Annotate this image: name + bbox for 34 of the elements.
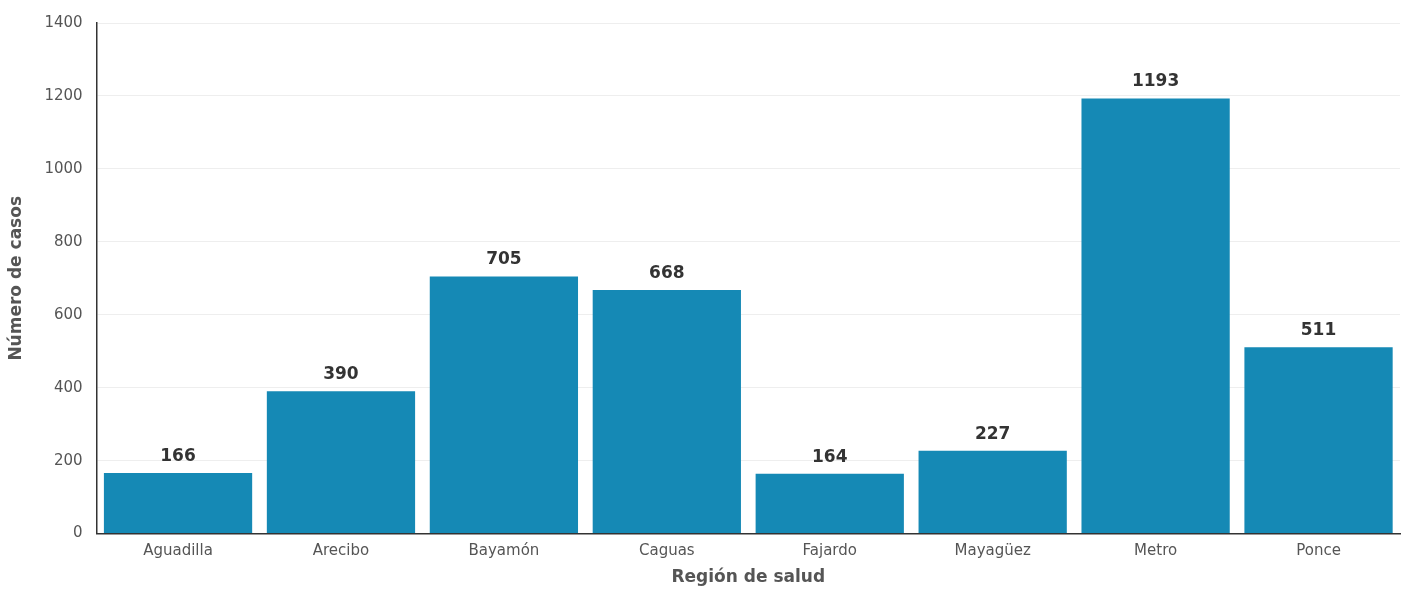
data-label: 390 <box>323 363 359 384</box>
y-tick-label: 200 <box>53 450 83 469</box>
x-tick-label: Bayamón <box>468 541 540 560</box>
x-tick-label: Arecibo <box>312 541 370 560</box>
data-label: 705 <box>486 248 522 269</box>
bar <box>1081 98 1230 534</box>
bar <box>592 289 741 534</box>
data-label: 227 <box>974 422 1011 443</box>
bar <box>266 391 416 534</box>
y-tick-label: 1000 <box>44 158 83 177</box>
x-axis-title: Región de salud <box>671 566 826 587</box>
data-label: 1193 <box>1131 70 1180 91</box>
x-tick-label: Metro <box>1134 541 1178 560</box>
bar <box>1244 347 1393 534</box>
x-tick-label: Ponce <box>1296 541 1341 560</box>
bar <box>918 450 1067 534</box>
y-tick-label: 600 <box>53 304 83 323</box>
data-label: 668 <box>649 261 685 282</box>
bar <box>103 473 253 534</box>
y-tick-label: 0 <box>73 523 83 542</box>
bar <box>429 276 579 534</box>
data-label: 166 <box>160 444 196 465</box>
y-tick-label: 400 <box>53 377 83 396</box>
bar <box>755 473 904 534</box>
x-tick-label: Aguadilla <box>143 541 213 560</box>
x-tick-label: Fajardo <box>802 541 857 560</box>
y-axis-title: Número de casos <box>4 195 25 361</box>
data-label: 164 <box>812 445 848 466</box>
x-tick-label: Caguas <box>638 541 695 560</box>
data-label: 511 <box>1300 319 1337 340</box>
x-tick-label: Mayagüez <box>954 541 1031 560</box>
y-tick-label: 800 <box>53 231 83 250</box>
y-tick-label: 1200 <box>44 85 83 104</box>
y-tick-label: 1400 <box>44 12 83 31</box>
